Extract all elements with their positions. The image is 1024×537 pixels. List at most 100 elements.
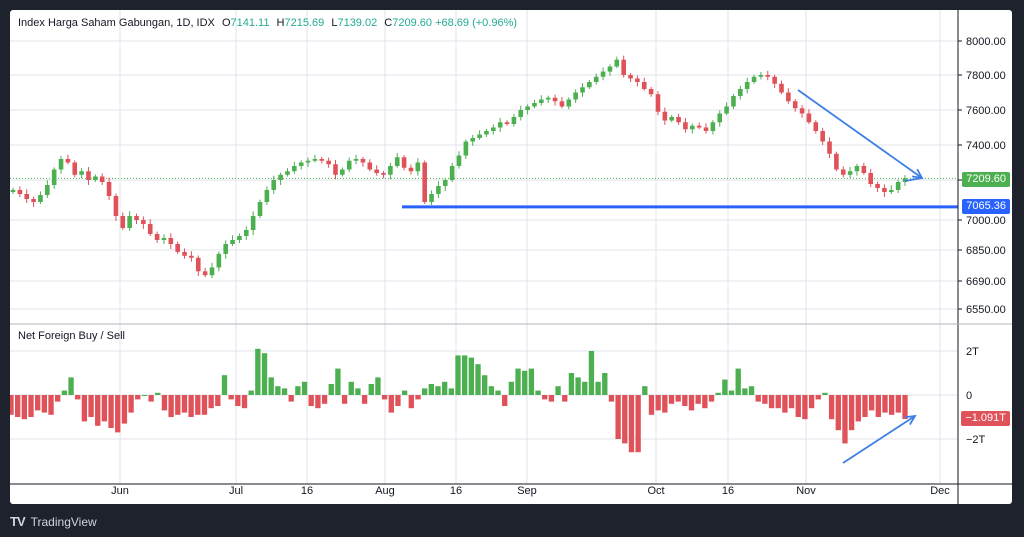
candle-body (614, 59, 620, 67)
flow-bar (655, 395, 661, 411)
flow-bar (141, 395, 148, 396)
flow-axis-label: −2T (966, 434, 986, 446)
candle-body (491, 127, 496, 131)
candle-body (243, 230, 249, 236)
flow-bar (882, 395, 888, 413)
candle-body (580, 87, 585, 93)
candle-body (147, 224, 153, 234)
candle-body (449, 166, 455, 180)
price-axis-label: 6550.00 (966, 304, 1006, 316)
flow-bar (10, 395, 14, 415)
high-value: 7215.69 (284, 17, 325, 29)
candle-body (175, 244, 180, 252)
chart-canvas[interactable]: 8000.007800.007600.007400.007200.007000.… (10, 10, 1012, 504)
candle-body (868, 173, 873, 184)
price-axis-label: 6690.00 (966, 276, 1006, 288)
candle-body (257, 202, 263, 216)
candle-body (278, 174, 283, 180)
candle-body (573, 92, 578, 100)
footer-brand[interactable]: TV TradingView (10, 514, 97, 529)
flow-bar (68, 377, 74, 395)
candle-body (230, 240, 235, 244)
candle-body (271, 180, 277, 190)
flow-bar (855, 395, 861, 422)
flow-bar (148, 395, 154, 402)
flow-bar (21, 395, 28, 420)
flow-bar (708, 395, 715, 402)
candle-body (58, 159, 64, 170)
flow-bar (435, 386, 441, 395)
flow-bar (335, 368, 341, 395)
candle-body (710, 122, 716, 131)
low-value: 7139.02 (337, 17, 378, 29)
candle-body (676, 117, 681, 123)
downtrend-arrow-tail (904, 177, 923, 182)
candle-body (51, 169, 57, 185)
flow-bar (755, 395, 761, 402)
time-axis-label: 16 (722, 485, 734, 497)
flow-bar (582, 381, 588, 395)
flow-bar (448, 388, 454, 395)
candle-body (525, 106, 530, 110)
flow-bar (15, 395, 21, 417)
candle-body (106, 182, 112, 196)
candle-body (470, 138, 476, 142)
flow-bar (695, 395, 701, 404)
flow-bar (742, 388, 748, 395)
flow-bar (542, 395, 548, 400)
flow-bar (475, 364, 481, 395)
flow-bar (95, 395, 101, 426)
flow-bar (622, 395, 628, 444)
flow-bar (281, 388, 288, 395)
flow-bar (301, 381, 308, 395)
price-axis-label: 7000.00 (966, 215, 1006, 227)
flow-bar (515, 368, 521, 395)
flow-bar (782, 395, 788, 413)
flow-bar (388, 395, 394, 413)
flow-bar (862, 395, 868, 417)
candle-body (840, 169, 846, 175)
candle-body (415, 162, 421, 172)
candle-body (168, 238, 174, 244)
flow-bar (135, 395, 141, 400)
flow-bar (808, 395, 815, 409)
flow-bar (75, 395, 81, 400)
candle-body (888, 190, 894, 192)
candle-body (861, 166, 867, 173)
flow-bar (121, 395, 128, 424)
flow-bar (288, 395, 294, 402)
candle-body (195, 257, 201, 272)
flow-bar (722, 379, 728, 395)
flow-bar (595, 381, 601, 395)
candle-body (806, 113, 812, 123)
chart-legend: Index Harga Saham Gabungan, 1D, IDX O714… (18, 17, 517, 29)
time-axis-label: Aug (375, 485, 395, 497)
flow-bar (155, 392, 161, 395)
flow-bar (568, 373, 575, 395)
flow-bar (762, 395, 768, 404)
candle-body (566, 99, 572, 107)
candle-body (401, 157, 407, 168)
candle-body (10, 190, 16, 192)
flow-bar (428, 384, 434, 395)
candle-body (820, 131, 825, 142)
flow-bar (315, 395, 321, 409)
flow-bar (161, 395, 168, 411)
candle-body (683, 122, 688, 130)
price-axis-label: 7400.00 (966, 140, 1006, 152)
candle-body (895, 182, 901, 190)
candle-body (79, 171, 84, 175)
candle-body (827, 141, 832, 154)
flow-bar (48, 395, 54, 415)
flow-bar (401, 390, 408, 395)
candle-body (772, 76, 777, 84)
flow-bar (41, 395, 48, 413)
candle-body (346, 160, 352, 170)
flow-bar (195, 395, 201, 415)
candle-body (65, 159, 71, 163)
flow-bar (268, 377, 274, 395)
chart-frame[interactable]: 8000.007800.007600.007400.007200.007000.… (10, 10, 1012, 504)
flow-bar (548, 395, 555, 402)
candle-body (264, 190, 270, 202)
candle-body (628, 75, 633, 79)
